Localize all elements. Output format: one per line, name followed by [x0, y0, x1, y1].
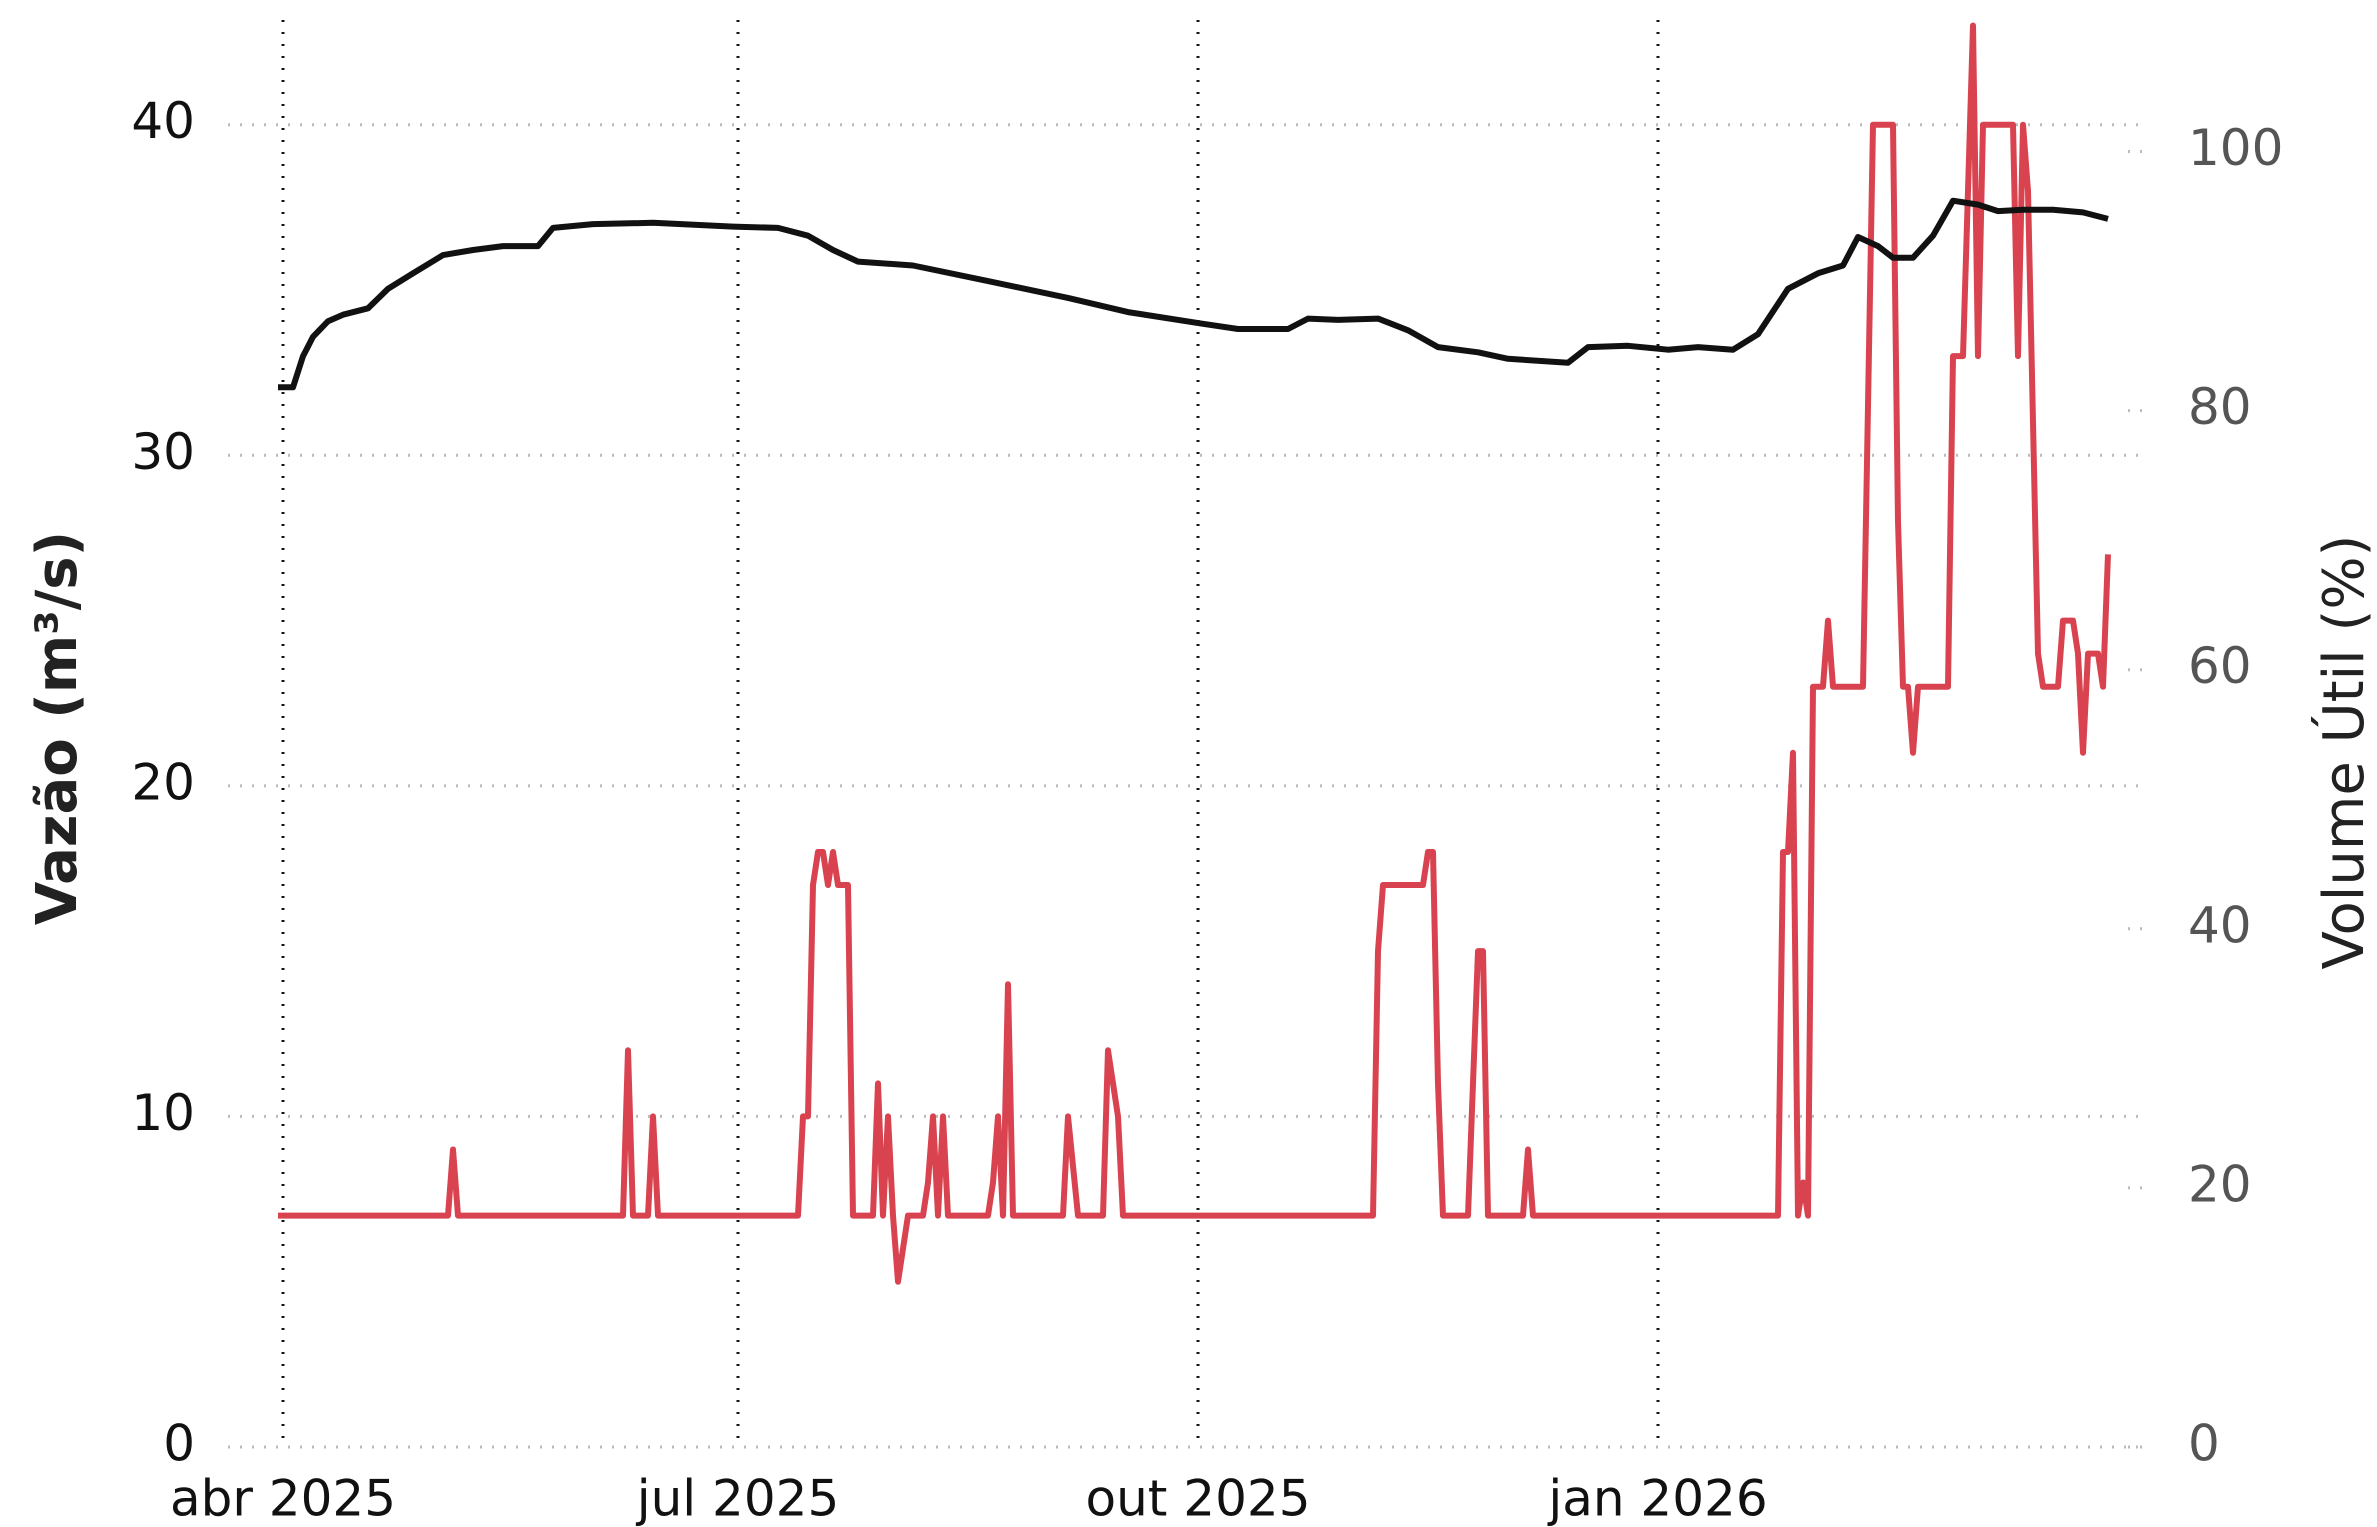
y2-tick-label: 20 — [2188, 1155, 2252, 1213]
x-tick-label: jan 2026 — [1547, 1470, 1767, 1527]
series-line — [278, 197, 2109, 391]
y2-tick-label: 0 — [2188, 1415, 2220, 1473]
y-tick-label: 40 — [131, 92, 195, 150]
y2-axis-title: Volume Útil (%) — [2312, 535, 2377, 970]
x-tick-label: out 2025 — [1085, 1470, 1310, 1527]
y-axis-title: Vazão (m³/s) — [25, 531, 90, 925]
y-tick-label: 0 — [163, 1415, 195, 1473]
y-tick-label: 30 — [131, 423, 195, 481]
series-line — [278, 22, 2111, 1285]
y-tick-label: 20 — [131, 753, 195, 811]
y-tick-label: 10 — [131, 1084, 195, 1142]
x-tick-label: jul 2025 — [636, 1470, 840, 1527]
x-tick-label: abr 2025 — [170, 1470, 396, 1527]
y2-tick-label: 80 — [2188, 378, 2252, 436]
y2-tick-label: 40 — [2188, 896, 2252, 954]
y2-tick-label: 100 — [2188, 119, 2283, 177]
y2-tick-label: 60 — [2188, 637, 2252, 695]
